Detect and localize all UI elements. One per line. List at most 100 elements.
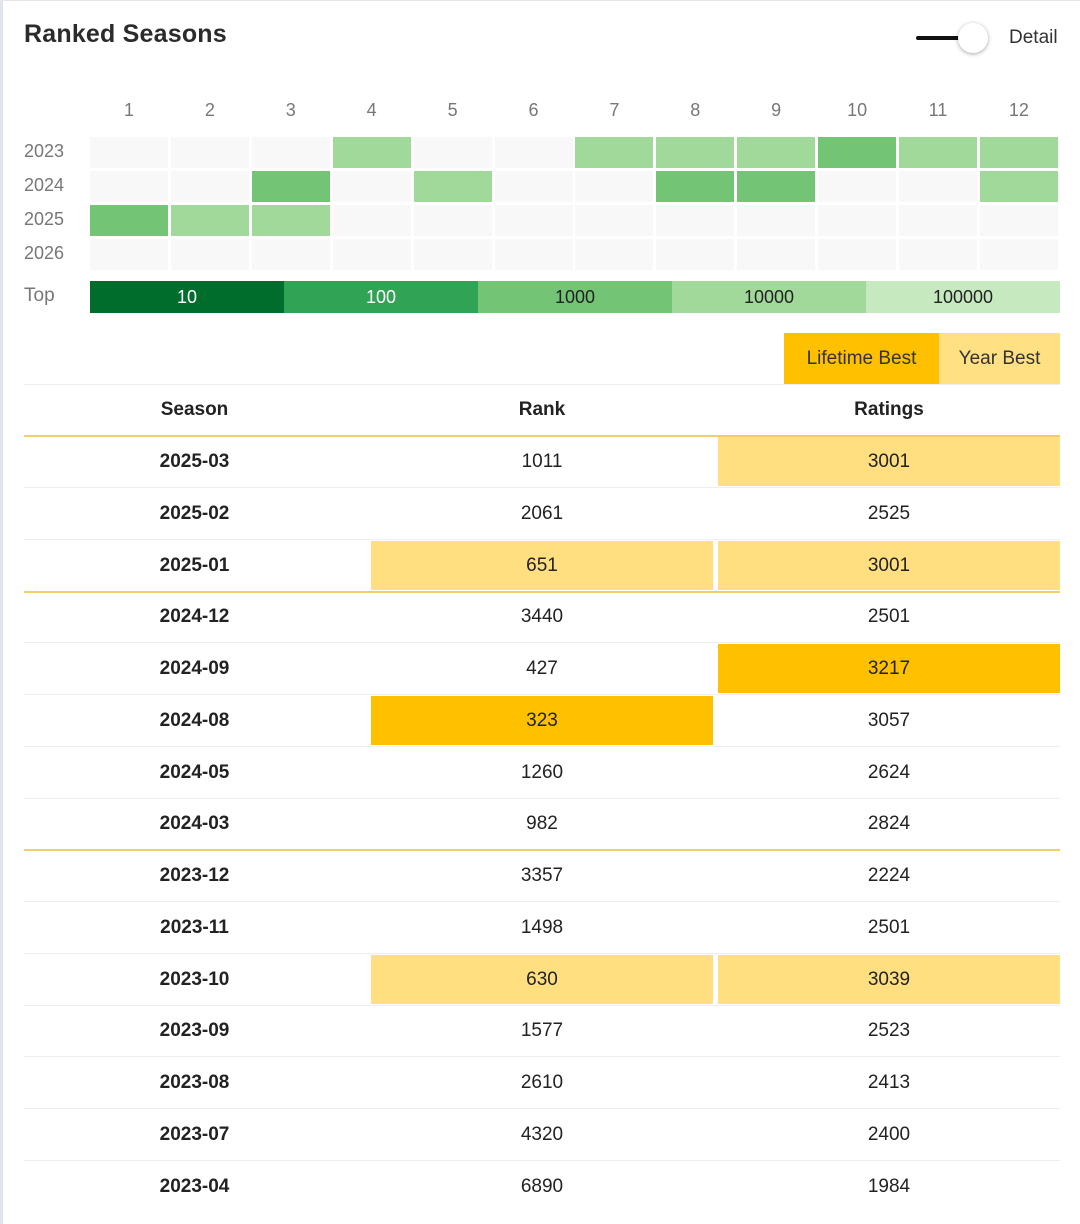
row-divider [24,849,1060,852]
heatmap-cell [899,171,977,202]
column-header-ratings[interactable]: Ratings [854,399,924,420]
heatmap-cell [170,239,249,270]
heatmap-cell [818,239,897,270]
heatmap-cell [494,171,573,202]
month-label: 1 [123,100,134,120]
heatmap-cell [413,205,492,236]
heatmap-cell[interactable] [251,171,330,202]
heatmap-cell [413,239,492,270]
frame-border-left [0,0,3,1224]
heatmap-cell[interactable] [170,205,249,236]
heatmap-cell[interactable] [737,171,816,202]
heatmap-cell [979,239,1058,270]
season-cell: 2024-03 [159,813,230,835]
frame-border-top [0,0,1080,1]
season-cell: 2024-08 [159,709,230,731]
season-cell: 2023-12 [159,865,230,886]
heatmap-cell [656,205,735,236]
month-label: 12 [1008,100,1029,120]
heatmap-cell[interactable] [413,171,492,202]
season-cell: 2024-12 [159,606,230,628]
heatmap-cell [737,205,816,236]
heatmap-cell [656,239,735,270]
rank-cell: 323 [371,695,713,745]
month-label: 7 [609,100,620,120]
rank-cell: 2610 [520,1072,564,1093]
month-label: 4 [366,100,377,120]
column-header-season[interactable]: Season [160,399,229,420]
rank-cell: 651 [371,540,713,590]
heatmap-cell[interactable] [899,137,977,168]
year-label: 2024 [24,175,65,195]
legend-item: 100000 [866,281,1060,313]
heatmap-cell [494,205,573,236]
toggle-knob[interactable] [958,23,988,53]
heatmap-cell[interactable] [90,205,168,236]
legend-label: Top [24,285,55,306]
detail-toggle[interactable] [916,22,990,54]
rating-cell: 2525 [867,502,911,524]
row-divider [24,642,1060,644]
detail-toggle-label: Detail [1009,27,1058,48]
heatmap-cell[interactable] [979,137,1058,168]
legend-item: 100 [284,281,478,313]
rank-legend: 10 100 1000 10000 100000 [90,281,1060,313]
heatmap-cell[interactable] [979,171,1058,202]
rank-cell: 427 [526,658,558,679]
heatmap-cell [737,239,816,270]
heatmap-cell [332,171,411,202]
heatmap-cell [818,171,897,202]
heatmap-cell [413,137,492,168]
heatmap-cell[interactable] [332,137,411,168]
season-cell: 2023-11 [160,916,229,938]
rank-cell: 4320 [520,1123,564,1145]
heatmap-cell [979,205,1058,236]
heatmap-cell[interactable] [575,137,654,168]
rank-cell: 2061 [520,502,564,524]
month-label: 9 [771,100,782,120]
season-cell: 2025-02 [159,502,230,524]
heatmap-cell [575,171,654,202]
heatmap-cell [494,239,573,270]
rating-cell: 1984 [867,1175,911,1197]
rating-cell: 2224 [867,865,911,886]
heatmap-cell [899,205,977,236]
rating-cell: 3001 [718,540,1060,590]
rank-cell: 1260 [520,761,564,783]
year-label: 2025 [24,209,65,229]
rating-cell: 2523 [867,1020,911,1042]
heatmap-cell[interactable] [656,137,735,168]
rating-cell: 2824 [867,813,911,835]
month-label: 11 [928,100,948,120]
heatmap-cell [251,239,330,270]
heatmap-cell[interactable] [818,137,897,168]
heatmap-cell [90,171,168,202]
toggle-track [916,36,972,40]
season-cell: 2024-09 [159,658,230,679]
rank-cell: 1011 [521,451,563,472]
heatmap-cell [170,171,249,202]
column-header-rank[interactable]: Rank [518,399,566,420]
year-best-button[interactable]: Year Best [939,333,1060,384]
month-label: 10 [847,100,868,120]
legend-item: 10 [90,281,284,313]
heatmap-cell [251,137,330,168]
season-cell: 2025-01 [159,554,230,576]
year-label: 2026 [24,243,65,263]
season-cell: 2023-10 [159,968,230,990]
rating-cell: 2400 [867,1123,911,1145]
month-label: 6 [528,100,539,120]
rank-cell: 3440 [520,606,564,628]
row-divider [24,901,1060,902]
row-divider [24,1159,1060,1161]
row-divider [24,745,1060,747]
rank-cell: 6890 [520,1175,564,1197]
heatmap-cell[interactable] [656,171,735,202]
heatmap-cell[interactable] [251,205,330,236]
row-divider [24,694,1060,695]
season-cell: 2024-05 [159,761,230,783]
season-cell: 2023-07 [159,1123,230,1145]
row-divider [24,1108,1060,1109]
heatmap-cell[interactable] [737,137,816,168]
lifetime-best-button[interactable]: Lifetime Best [784,333,939,384]
